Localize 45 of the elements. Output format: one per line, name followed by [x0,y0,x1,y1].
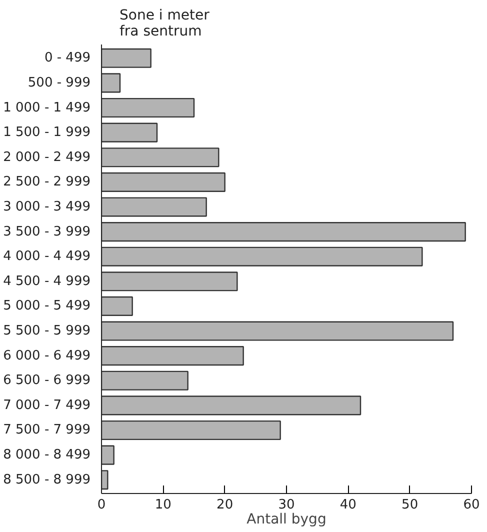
y-tick-label: 3 000 - 3 499 [3,199,90,214]
x-tick-label: 40 [340,498,356,512]
bar [102,272,238,292]
bar [102,222,466,242]
x-axis-title: Antall bygg [246,512,326,528]
x-tick-label: 30 [278,498,295,512]
x-tick-label: 0 [97,498,106,512]
bar [102,396,362,416]
bar [102,445,114,465]
bar [102,98,195,118]
y-tick-label: 4 000 - 4 499 [3,249,90,264]
bar [102,470,108,490]
bar [102,73,121,93]
y-tick-label: 4 500 - 4 999 [3,274,90,289]
y-tick-label: 8 500 - 8 999 [3,472,90,488]
bar [102,48,152,68]
bar [102,197,207,217]
y-tick-label: 6 500 - 6 999 [3,373,90,388]
bar [102,420,281,440]
x-tick-label: 50 [402,498,418,512]
y-tick-label: 5 000 - 5 499 [3,298,90,314]
y-tick-label: 2 000 - 2 499 [3,150,90,165]
bar [102,172,226,192]
y-tick-label: 1 500 - 1 999 [3,125,90,140]
bar [102,122,158,142]
y-tick-label: 500 - 999 [28,75,91,90]
bar [102,370,188,390]
y-tick-label: 5 500 - 5 999 [3,324,90,339]
y-axis-title: Sone i meter fra sentrum [120,8,210,40]
bar [102,321,454,341]
x-tick-label: 60 [463,498,480,512]
y-tick-label: 1 000 - 1 499 [3,100,90,116]
x-tick-label: 20 [216,498,234,512]
y-tick-label: 0 - 499 [44,50,91,66]
y-tick-label: 2 500 - 2 999 [3,174,90,190]
y-tick-label: 6 000 - 6 499 [3,348,90,364]
bar [102,346,244,366]
x-tick-label: 10 [154,498,172,512]
bar [102,246,423,266]
bar [102,148,220,168]
y-tick-label: 7 000 - 7 499 [3,398,90,413]
bar [102,296,133,316]
y-tick-label: 8 000 - 8 499 [3,448,90,463]
y-tick-label: 7 500 - 7 999 [3,422,90,438]
y-tick-label: 3 500 - 3 999 [3,224,90,240]
